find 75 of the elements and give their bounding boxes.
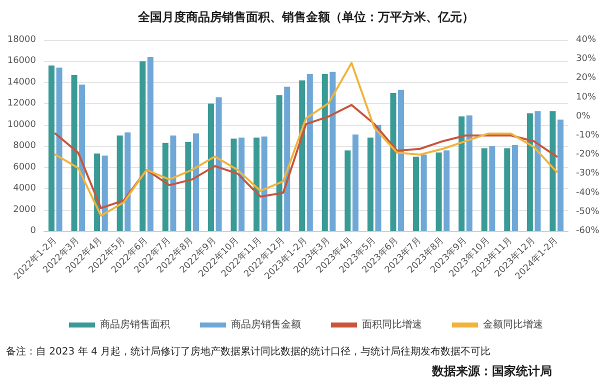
y-tick-label: 14000 [7,77,36,88]
bar [254,138,260,231]
source-note: 数据来源：国家统计局 [431,364,552,378]
bar [512,145,518,231]
bar [162,142,168,231]
bar [147,56,154,231]
bar [550,111,556,231]
y-tick-label: 16000 [7,56,36,66]
bar [390,93,396,231]
bar [398,90,404,231]
y2-tick-label: -50% [576,206,600,217]
y2-tick-label: -40% [576,188,600,198]
bar [299,80,306,231]
bar [261,136,268,231]
y2-tick-label: -30% [576,168,600,179]
y-tick-label: 12000 [7,98,36,109]
bar [558,120,564,231]
bar [420,154,427,231]
legend-label: 面积同比增速 [362,318,422,330]
bar [481,148,488,231]
bar [185,142,192,231]
bar [208,104,214,231]
bar [192,133,199,231]
bar [322,74,328,231]
bar [458,116,465,231]
bar [216,97,222,231]
bar [367,138,374,231]
y2-tick-label: 0% [576,111,591,122]
y2-tick-label: 40% [576,35,596,45]
y-tick-label: 8000 [13,141,36,152]
bar [344,150,351,231]
bar [124,132,131,231]
bar [375,124,382,231]
y2-tick-label: 10% [576,92,596,102]
y2-tick-label: 30% [576,54,596,64]
y-tick-label: 2000 [13,204,36,215]
legend-label: 商品房销售金额 [231,318,301,330]
y2-tick-label: 20% [576,73,596,84]
y-tick-label: 4000 [13,184,36,194]
bar [413,156,420,231]
bar [466,115,472,231]
legend-label: 商品房销售面积 [100,318,170,330]
bar [504,148,510,231]
y-tick-label: 18000 [7,35,36,45]
y2-tick-label: -20% [576,150,600,160]
legend-label: 金额同比增速 [483,318,543,330]
line-series [54,62,558,217]
bar [79,84,86,231]
y2-tick-label: -10% [576,130,600,140]
chart-title: 全国月度商品房销售面积、销售金额（单位：万平方米、亿元） [137,10,474,24]
bar [276,95,282,231]
bar [352,134,358,231]
y-tick-label: 6000 [13,162,36,172]
bar [526,113,533,231]
bar [238,138,245,231]
bar [102,156,108,231]
bar [284,86,290,231]
line-series [54,104,558,210]
y-tick-label: 10000 [7,120,36,130]
bar [444,150,450,231]
bar [330,72,336,231]
bar [116,136,123,231]
y-tick-label: 0 [30,226,36,236]
bar [306,74,313,231]
bar [140,61,146,231]
text: 备注：自 2023 年 4 月起，统计局修订了房地产数据累计同比数据的统计口径，与统计局往期发布数据不可比 [6,346,491,358]
bar [436,152,442,231]
bar [534,111,541,231]
bar [48,65,54,231]
y2-tick-label: -60% [576,226,600,236]
bar [56,68,62,231]
bar [71,75,78,231]
bar [230,138,237,231]
bar [489,146,496,231]
bar [170,136,176,231]
